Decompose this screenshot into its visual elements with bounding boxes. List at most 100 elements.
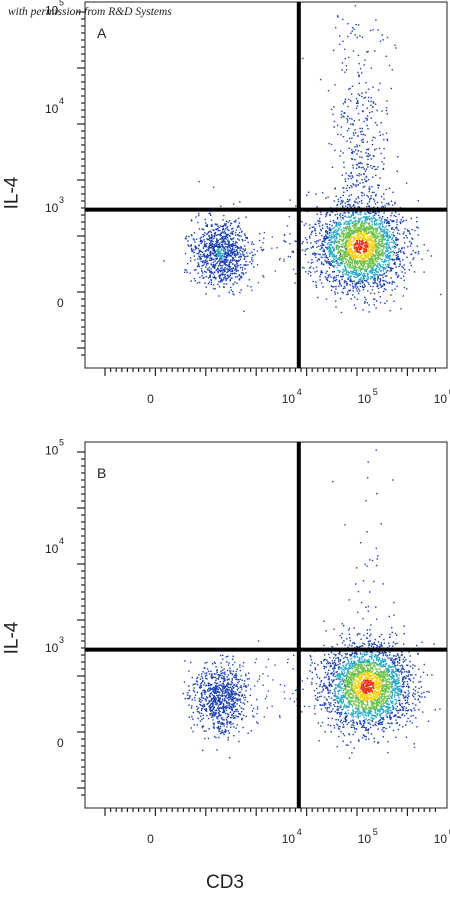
event-dot xyxy=(361,72,363,74)
event-dot xyxy=(379,255,382,257)
event-dot xyxy=(308,267,311,269)
event-dot xyxy=(326,247,328,249)
event-dot xyxy=(223,710,225,712)
event-dot xyxy=(336,218,339,220)
event-dot xyxy=(367,263,369,265)
event-dot xyxy=(333,227,335,229)
event-dot xyxy=(234,268,237,270)
event-dot xyxy=(203,691,205,694)
event-dot xyxy=(323,703,325,706)
event-dot xyxy=(357,269,359,271)
event-dot xyxy=(239,669,241,672)
event-dot xyxy=(219,688,222,690)
event-dot xyxy=(241,679,243,681)
event-dot xyxy=(368,190,370,193)
event-dot xyxy=(217,243,220,246)
event-dot xyxy=(334,214,336,216)
event-dot xyxy=(334,258,336,260)
event-dot xyxy=(243,683,246,685)
event-dot xyxy=(355,185,357,188)
event-dot xyxy=(383,198,385,200)
event-dot xyxy=(235,254,237,256)
event-dot xyxy=(201,725,203,728)
event-dot xyxy=(348,224,351,226)
event-dot xyxy=(365,279,367,282)
event-dot xyxy=(336,241,338,243)
event-dot xyxy=(363,64,365,66)
event-dot xyxy=(214,712,216,714)
event-dot xyxy=(237,678,240,681)
event-dot xyxy=(231,686,234,688)
event-dot xyxy=(383,147,385,150)
event-dot xyxy=(392,191,394,193)
event-dot xyxy=(224,262,226,264)
event-dot xyxy=(208,246,210,248)
event-dot xyxy=(200,682,203,684)
event-dot xyxy=(230,691,232,693)
event-dot xyxy=(374,227,377,229)
event-dot xyxy=(325,234,327,236)
event-dot xyxy=(338,258,340,261)
event-dot xyxy=(358,144,361,147)
event-dot xyxy=(353,275,355,278)
event-dot xyxy=(369,225,371,227)
event-dot xyxy=(374,219,376,222)
event-dot xyxy=(398,258,400,261)
event-dot xyxy=(363,248,366,250)
event-dot xyxy=(346,121,349,123)
event-dot xyxy=(229,250,232,253)
event-dot xyxy=(200,260,202,263)
event-dot xyxy=(238,256,240,258)
event-dot xyxy=(212,229,214,231)
event-dot xyxy=(237,264,240,266)
event-dot xyxy=(361,130,363,132)
event-dot xyxy=(371,247,373,250)
event-dot xyxy=(337,224,340,226)
event-dot xyxy=(357,112,360,115)
event-dot xyxy=(342,187,344,189)
event-dot xyxy=(192,238,195,240)
event-dot xyxy=(341,217,344,219)
event-dot xyxy=(379,283,381,285)
event-dot xyxy=(247,255,249,257)
event-dot xyxy=(388,236,391,238)
event-dot xyxy=(224,251,227,253)
event-dot xyxy=(212,714,214,716)
event-dot xyxy=(348,271,351,274)
event-dot xyxy=(331,710,333,713)
event-dot xyxy=(216,255,218,257)
event-dot xyxy=(327,247,330,249)
event-dot xyxy=(352,214,354,217)
event-dot xyxy=(317,258,320,261)
event-dot xyxy=(356,224,358,226)
event-dot xyxy=(351,30,353,32)
event-dot xyxy=(330,143,333,146)
event-dot xyxy=(230,245,233,248)
event-dot xyxy=(219,654,222,657)
event-dot xyxy=(195,269,197,271)
event-dot xyxy=(212,273,215,275)
event-dot xyxy=(349,280,352,283)
event-dot xyxy=(213,276,215,279)
event-dot xyxy=(241,238,243,241)
event-dot xyxy=(386,248,388,250)
event-dot xyxy=(360,231,362,234)
event-dot xyxy=(232,670,234,672)
event-dot xyxy=(204,672,206,675)
event-dot xyxy=(245,675,247,677)
event-dot xyxy=(338,262,340,265)
event-dot xyxy=(354,5,357,7)
event-dot xyxy=(228,695,230,697)
event-dot xyxy=(396,228,398,230)
event-dot xyxy=(383,272,386,275)
event-dot xyxy=(361,280,364,282)
event-dot xyxy=(374,273,376,275)
event-dot xyxy=(228,704,231,707)
event-dot xyxy=(210,236,212,239)
event-dot xyxy=(225,238,227,240)
event-dot xyxy=(395,273,397,276)
event-dot xyxy=(365,241,367,243)
event-dot xyxy=(219,727,222,729)
event-dot xyxy=(323,248,325,251)
event-dot xyxy=(397,275,399,277)
